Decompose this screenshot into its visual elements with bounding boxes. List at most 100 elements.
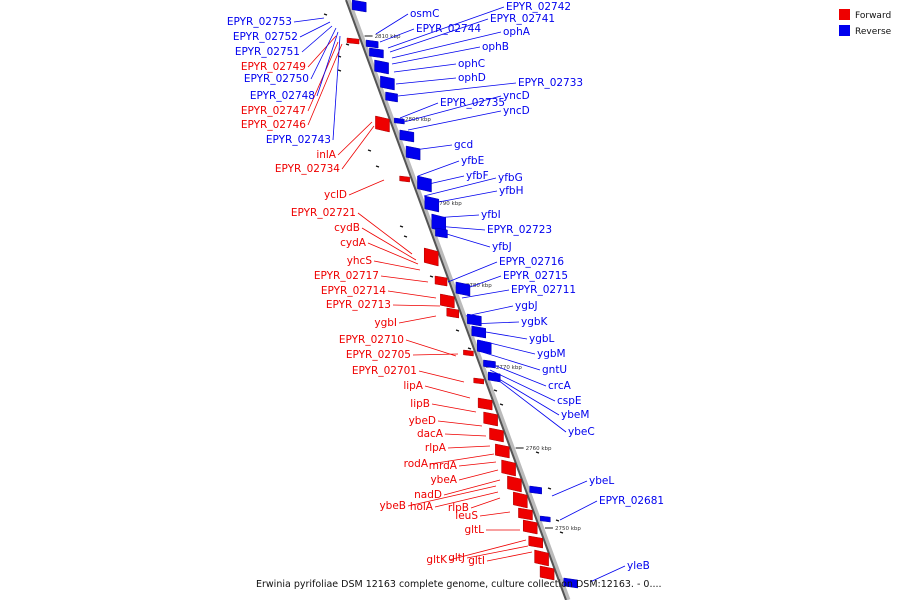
forward-gene-label: EPYR_02701 [352,365,417,377]
reverse-gene-label: yfbJ [492,241,512,253]
map-caption: Erwinia pyrifoliae DSM 12163 complete ge… [256,579,662,590]
forward-gene-feature [495,443,510,459]
forward-gene-label: ybeD [409,415,436,427]
forward-gene-feature [477,397,493,411]
label-leader-line [479,511,511,517]
reverse-gene-label: yncD [503,105,530,117]
label-leader-line [387,6,505,49]
scale-mark-label: 2810 kbp [375,34,401,40]
forward-gene-label: gltK [426,554,448,566]
label-leader-line [486,551,533,562]
reverse-gene-label: yfbF [466,170,489,182]
reverse-gene-label: ygbK [521,316,549,328]
reverse-gene-feature [483,359,496,369]
label-leader-line [399,102,439,119]
forward-gene-label: EPYR_02746 [241,119,306,131]
forward-gene-label: gltI [468,555,485,567]
forward-gene-feature [539,565,555,581]
minor-feature [345,43,350,46]
forward-gene-feature [518,507,533,521]
minor-feature [429,275,434,278]
reverse-gene-label: EPYR_02753 [227,16,292,28]
forward-gene-label: EPYR_02713 [326,299,391,311]
label-leader-line [435,225,486,231]
reverse-gene-label: yleB [627,560,650,572]
label-leader-line [455,275,502,293]
reverse-gene-label: EPYR_02681 [599,495,664,507]
label-leader-line [397,82,517,97]
label-leader-line [392,304,441,307]
scale-mark-label: 2750 kbp [555,526,581,532]
label-leader-line [393,63,457,73]
forward-gene-label: gltL [464,524,484,536]
label-leader-line [473,329,528,340]
reverse-gene-label: ygbL [529,333,555,345]
legend-forward-swatch [839,9,850,20]
label-leader-line [424,385,471,399]
label-leader-line [380,275,429,283]
label-leader-line [461,289,510,299]
reverse-gene-feature [417,175,432,193]
reverse-gene-label: crcA [548,380,572,392]
reverse-gene-label: ophB [482,41,509,53]
label-leader-line [361,227,417,261]
forward-gene-feature [463,349,474,357]
reverse-gene-label: EPYR_02748 [250,90,315,102]
label-leader-line [348,179,385,196]
reverse-gene-feature [455,281,471,297]
label-leader-line [448,539,527,561]
reverse-gene-label: EPYR_02715 [503,270,568,282]
label-leader-line [403,95,502,123]
label-leader-line [332,35,341,141]
label-leader-line [437,420,483,427]
label-leader-line [293,17,325,23]
forward-gene-label: gltJ [448,552,465,564]
reverse-gene-label: EPYR_02733 [518,77,583,89]
minor-feature [467,347,472,350]
forward-gene-label: EPYR_02734 [275,163,340,175]
forward-gene-label: ygbI [374,317,397,329]
reverse-gene-label: gntU [542,364,567,376]
label-leader-line [367,242,419,265]
forward-gene-feature [440,293,455,309]
label-leader-line [431,403,477,413]
reverse-gene-label: EPYR_02723 [487,224,552,236]
forward-gene-label: ybeB [379,500,406,512]
reverse-gene-feature [369,47,384,59]
minor-feature [499,403,504,406]
forward-gene-label: cydA [340,237,367,249]
reverse-gene-feature [374,59,389,75]
label-leader-line [307,43,343,126]
reverse-gene-label: yfbH [499,185,523,197]
scale-mark-label: 2790 kbp [436,201,462,207]
forward-gene-feature [446,307,460,319]
reverse-gene-label: EPYR_02743 [266,134,331,146]
label-leader-line [485,361,547,387]
forward-gene-feature [501,459,516,477]
reverse-gene-label: EPYR_02741 [490,13,555,25]
reverse-gene-label: EPYR_02750 [244,73,309,85]
reverse-gene-feature [385,91,398,103]
forward-gene-feature [346,37,360,45]
reverse-gene-label: ybeM [561,409,589,421]
label-leader-line [444,433,487,437]
label-leader-line [407,110,502,131]
forward-gene-label: yclD [324,189,347,201]
reverse-gene-label: EPYR_02752 [233,31,298,43]
label-leader-line [337,121,373,156]
label-leader-line [427,190,498,205]
reverse-gene-label: EPYR_02751 [235,46,300,58]
forward-gene-label: inlA [316,149,336,161]
forward-gene-feature [522,519,538,535]
reverse-gene-feature [394,117,405,125]
forward-gene-label: rlpA [425,442,447,454]
forward-gene-feature [534,549,549,567]
reverse-gene-label: EPYR_02735 [440,97,505,109]
forward-gene-feature [423,247,439,267]
label-leader-line [423,177,497,197]
label-leader-line [417,160,460,177]
label-leader-line [447,261,498,283]
label-leader-line [465,305,514,317]
label-leader-line [341,125,375,170]
label-leader-line [419,175,465,187]
